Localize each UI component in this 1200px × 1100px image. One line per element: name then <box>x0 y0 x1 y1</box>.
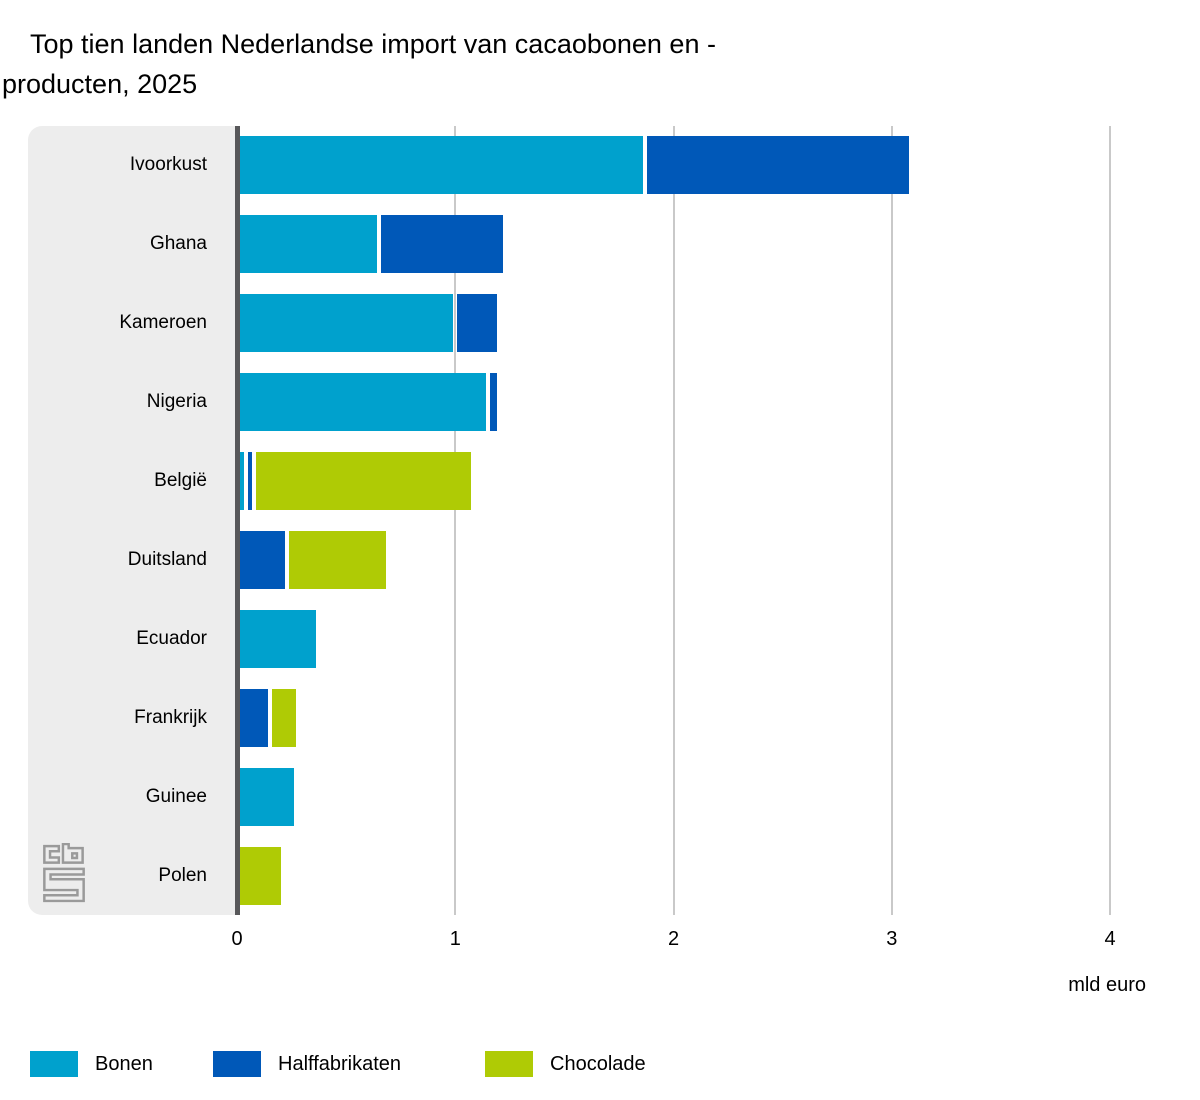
bar-segment-ivoorkust-halffabrikaten[interactable] <box>647 136 910 195</box>
category-label-frankrijk: Frankrijk <box>134 706 207 728</box>
bar-row-kameroen <box>237 284 1168 363</box>
bar-segment-duitsland-chocolade[interactable] <box>289 530 386 589</box>
bar-segment-frankrijk-halffabrikaten[interactable] <box>239 688 268 747</box>
legend: Bonen Halffabrikaten Chocolade <box>0 1048 1200 1080</box>
category-label-belgi-: België <box>154 470 207 492</box>
zero-axis-line <box>235 126 240 915</box>
x-tick-label-2: 2 <box>667 928 680 950</box>
category-label-ghana: Ghana <box>149 233 207 255</box>
legend-item-bonen[interactable]: Bonen <box>30 1048 153 1080</box>
legend-item-halffabrikaten[interactable]: Halffabrikaten <box>213 1048 401 1080</box>
x-tick-label-3: 3 <box>886 928 898 950</box>
gridline-3 <box>890 126 893 915</box>
bar-segment-ecuador-bonen[interactable] <box>239 609 316 668</box>
category-label-polen: Polen <box>158 864 207 886</box>
category-sidebar: Ivoorkust Ghana Kameroen Nigeria België Duits… <box>28 126 237 915</box>
bar-segment-guinee-bonen[interactable] <box>239 767 294 826</box>
bar-segment-belgi--chocolade[interactable] <box>256 452 471 511</box>
cbs-logo <box>43 843 85 903</box>
bar-row-ivoorkust <box>237 126 1168 205</box>
chart-title-line-2: producten, 2025 <box>2 69 198 99</box>
category-label-ecuador: Ecuador <box>136 627 207 649</box>
bar-row-polen <box>237 836 1168 915</box>
bar-segment-kameroen-halffabrikaten[interactable] <box>457 294 497 353</box>
category-label-nigeria: Nigeria <box>146 391 207 413</box>
category-label-kameroen: Kameroen <box>119 312 207 334</box>
bar-segment-nigeria-bonen[interactable] <box>239 373 486 432</box>
gridline-1 <box>454 126 457 915</box>
category-label-guinee: Guinee <box>145 785 207 807</box>
bar-segment-ghana-bonen[interactable] <box>239 215 377 274</box>
legend-swatch-bonen <box>30 1051 78 1077</box>
legend-label-bonen: Bonen <box>95 1052 153 1075</box>
bar-segment-ivoorkust-bonen[interactable] <box>239 136 644 195</box>
legend-swatch-halffabrikaten <box>213 1051 261 1077</box>
legend-item-chocolade[interactable]: Chocolade <box>485 1048 646 1080</box>
legend-label-chocolade: Chocolade <box>550 1052 646 1075</box>
x-axis: 0 1 2 3 4 <box>0 928 1200 954</box>
chart-title: Top tien landen Nederlandse import van c… <box>0 24 960 104</box>
x-tick-label-4: 4 <box>1104 928 1116 950</box>
bar-segment-ghana-halffabrikaten[interactable] <box>380 215 504 274</box>
plot-area <box>235 126 1168 915</box>
bar-segment-duitsland-halffabrikaten[interactable] <box>239 530 286 589</box>
chart-title-line-1: Top tien landen Nederlandse import van c… <box>30 29 716 59</box>
bar-segment-kameroen-bonen[interactable] <box>239 294 454 353</box>
gridline-4 <box>1109 126 1111 915</box>
bar-row-belgi- <box>237 442 1168 521</box>
legend-label-halffabrikaten: Halffabrikaten <box>278 1052 402 1075</box>
category-label-duitsland: Duitsland <box>127 548 207 570</box>
x-tick-label-1: 1 <box>449 928 461 950</box>
bar-segment-frankrijk-chocolade[interactable] <box>271 688 297 747</box>
legend-swatch-chocolade <box>485 1051 533 1077</box>
gridline-2 <box>672 126 675 915</box>
bar-segment-nigeria-halffabrikaten[interactable] <box>489 373 497 432</box>
chart-area: Ivoorkust Ghana Kameroen Nigeria België Duits… <box>0 126 1200 915</box>
category-label-ivoorkust: Ivoorkust <box>129 154 207 176</box>
bar-segment-belgi--halffabrikaten[interactable] <box>247 452 253 511</box>
bar-row-guinee <box>237 757 1168 836</box>
x-axis-unit-label: mld euro <box>1068 974 1146 996</box>
bar-segment-polen-chocolade[interactable] <box>239 846 281 905</box>
bar-row-ghana <box>237 205 1168 284</box>
bar-segment-belgi--bonen[interactable] <box>239 452 244 511</box>
bar-row-frankrijk <box>237 678 1168 757</box>
bar-row-nigeria <box>237 363 1168 442</box>
bar-row-duitsland <box>237 521 1168 600</box>
bar-row-ecuador <box>237 599 1168 678</box>
x-tick-label-0: 0 <box>231 928 243 950</box>
